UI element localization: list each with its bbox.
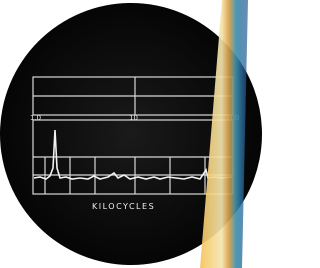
axis-label: KILOCYCLES [92,202,155,211]
scale-label: 10 [129,114,138,122]
scope-photo: 1.0 10 100 KILOCYCLES [0,0,263,268]
page: 1.0 10 100 KILOCYCLES (() => { const dat… [0,0,263,268]
scale-label: 1.0 [30,114,41,122]
